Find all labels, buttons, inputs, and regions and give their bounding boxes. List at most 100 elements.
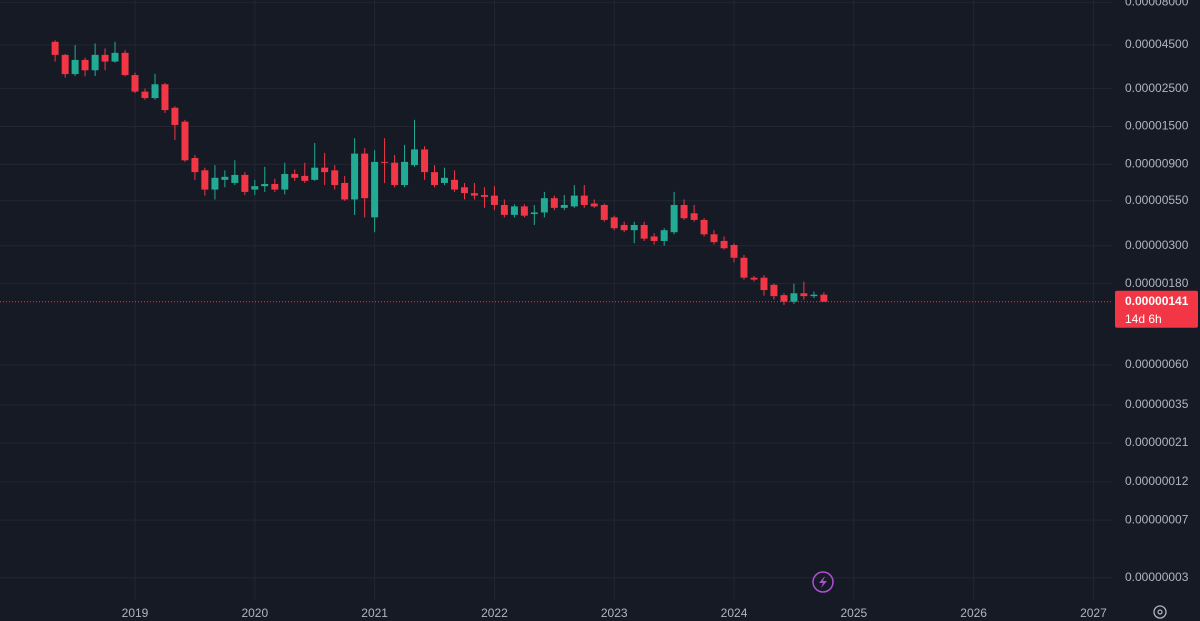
candle-body [700,219,708,235]
candle-body [790,293,798,302]
candle-body [411,149,419,166]
candle-body [131,75,139,92]
candle-body [161,84,169,111]
candle-body [730,245,738,258]
candle-body [560,204,568,208]
candle-body [580,195,588,205]
candle-body [451,179,459,190]
candle-body [660,230,668,241]
candle-body [520,206,528,216]
candle-body [820,294,828,302]
candle-body [690,213,698,220]
y-tick-label: 0.00000900 [1125,156,1189,170]
candle-body [640,224,648,239]
candle-body [431,172,439,186]
candle-body [720,240,728,249]
y-tick-label: 0.00001500 [1125,119,1189,133]
y-tick-label: 0.00000035 [1125,397,1189,411]
candle-body [61,54,69,75]
candle-body [630,224,638,231]
x-tick-label: 2022 [481,606,508,620]
candle-body [620,224,628,231]
candle-body [750,277,758,280]
candle-body [490,195,498,205]
candle-body [440,177,448,183]
candle-body [570,195,578,207]
grid [0,0,1112,600]
candle-body [221,176,229,180]
candle-body [191,157,199,173]
lightning-icon[interactable] [812,571,834,593]
candle-body [91,54,99,71]
y-tick-label: 0.00000300 [1125,238,1189,252]
candle-body [550,198,558,208]
countdown: 14d 6h [1125,312,1162,326]
candle-body [670,204,678,233]
y-tick-label: 0.00000007 [1125,512,1189,526]
candle-body [351,153,359,200]
candle-body [341,182,349,200]
candle-body [181,121,189,161]
candle-body [770,284,778,297]
candle-body [71,59,79,75]
candle-body [710,234,718,243]
y-tick-label: 0.00000021 [1125,435,1189,449]
candle-body [530,212,538,215]
candle-body [211,177,219,190]
x-tick-label: 2021 [361,606,388,620]
candle-body [151,84,159,99]
candle-body [121,52,129,76]
candle-body [470,193,478,196]
candle-body [480,194,488,197]
candle-body [251,186,259,190]
candle-body [171,107,179,125]
candle-body [51,41,59,55]
price-label: 0.00000141 [1125,294,1189,308]
y-tick-label: 0.00000060 [1125,357,1189,371]
candle-body [331,170,339,186]
candle-body [500,204,508,215]
candle-body [321,167,329,173]
candle-body [680,204,688,219]
candle-body [810,294,818,297]
candle-body [301,175,309,181]
y-tick-label: 0.00000012 [1125,474,1189,488]
candle-body [381,161,389,163]
candle-body [460,187,468,194]
candle-body [600,204,608,220]
candle-body [610,217,618,229]
candle-body [800,293,808,297]
candle-body [101,54,109,62]
candle-body [540,198,548,213]
candle-body [291,173,299,178]
x-tick-label: 2020 [241,606,268,620]
candle-body [261,184,269,187]
candle-body [201,170,209,190]
candle-body [740,257,748,278]
y-tick-label: 0.00008000 [1125,0,1189,9]
candle-body [81,59,89,71]
candles [0,40,1112,305]
candle-body [760,277,768,291]
candle-body [650,236,658,241]
price-label-box [1115,290,1198,328]
candle-body [780,295,788,302]
y-tick-label: 0.00002500 [1125,81,1189,95]
candle-body [421,149,429,173]
y-tick-label: 0.00000180 [1125,276,1189,290]
x-tick-label: 2023 [601,606,628,620]
y-tick-label: 0.00000003 [1125,570,1189,584]
x-tick-label: 2026 [960,606,987,620]
candle-body [361,153,369,199]
candle-body [510,206,518,215]
candle-body [111,52,119,62]
y-tick-label: 0.00004500 [1125,37,1189,51]
candle-body [281,173,289,190]
settings-icon[interactable] [1153,605,1167,619]
candle-body [241,174,249,192]
candle-body [391,162,399,186]
candle-body [141,91,149,99]
